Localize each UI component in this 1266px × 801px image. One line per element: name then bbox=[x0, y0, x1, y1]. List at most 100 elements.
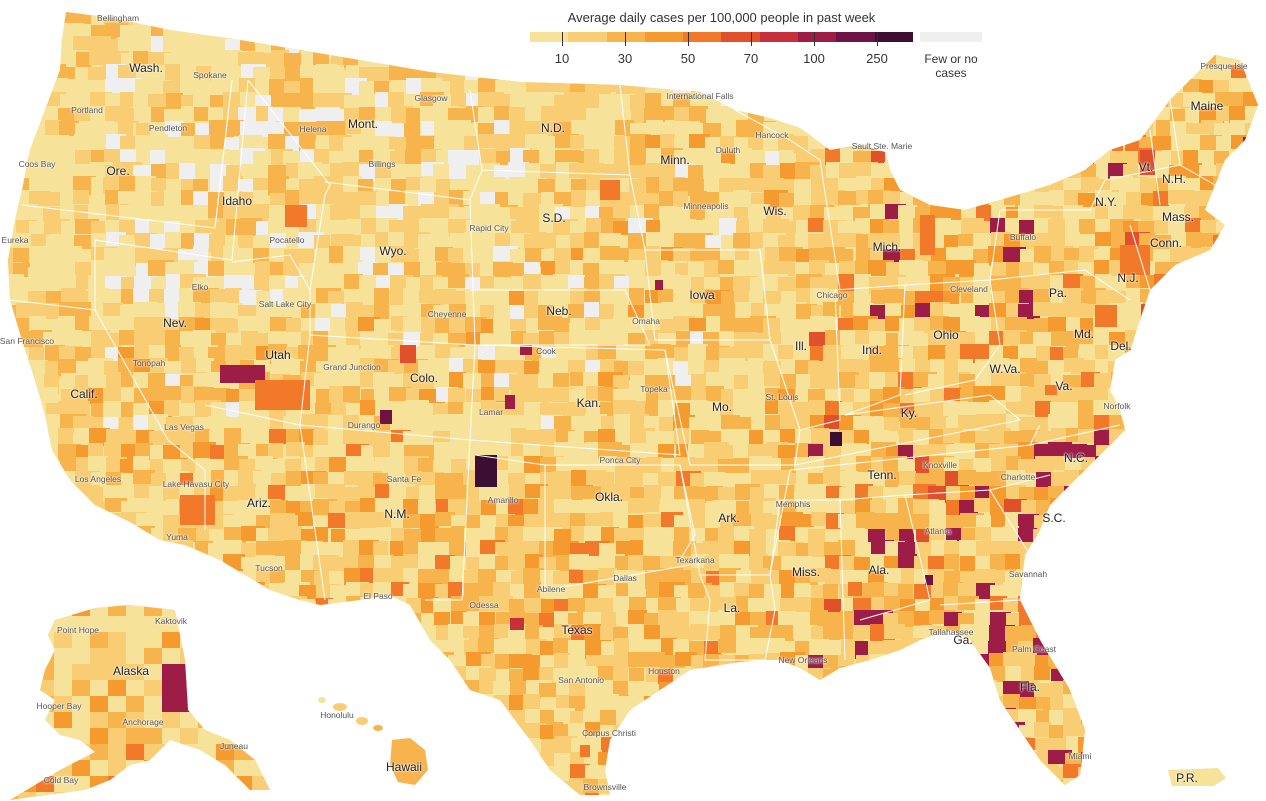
county-cell bbox=[133, 51, 148, 68]
county-cell bbox=[929, 753, 951, 767]
county-cell bbox=[706, 708, 722, 724]
county-cell bbox=[826, 122, 844, 136]
county-cell bbox=[15, 680, 30, 695]
county-cell bbox=[705, 207, 720, 221]
county-cell bbox=[916, 655, 942, 671]
county-cell bbox=[748, 737, 765, 752]
county-cell bbox=[271, 738, 288, 753]
county-cell bbox=[706, 780, 722, 795]
county-cell bbox=[868, 94, 891, 110]
county-cell bbox=[238, 107, 258, 121]
county-cell bbox=[30, 484, 47, 498]
county-cell bbox=[1125, 596, 1144, 612]
county-cell bbox=[793, 778, 814, 793]
county-cell bbox=[886, 654, 907, 669]
county-cell bbox=[1183, 163, 1202, 180]
county-cell bbox=[960, 681, 980, 698]
county-cell bbox=[46, 25, 61, 40]
county-cell bbox=[88, 569, 106, 586]
county-cell bbox=[764, 666, 783, 685]
county-cell bbox=[1111, 611, 1133, 629]
county-cell bbox=[239, 389, 256, 403]
county-cell bbox=[89, 554, 113, 571]
county-cell bbox=[856, 134, 874, 150]
county-cell bbox=[314, 176, 332, 193]
county-cell bbox=[1111, 792, 1127, 795]
county-cell bbox=[29, 472, 47, 487]
county-cell bbox=[899, 711, 918, 727]
county-cell bbox=[216, 680, 238, 700]
county-cell bbox=[613, 512, 628, 527]
county-cell bbox=[630, 795, 653, 801]
county-cell bbox=[658, 778, 676, 794]
county-cell bbox=[178, 569, 196, 587]
county-cell bbox=[749, 767, 764, 784]
county-cell bbox=[435, 358, 451, 372]
county-cell bbox=[8, 737, 16, 756]
county-cell bbox=[1183, 374, 1208, 393]
county-cell bbox=[990, 94, 1005, 108]
county-cell bbox=[284, 795, 304, 801]
county-cell bbox=[675, 708, 701, 724]
county-cell bbox=[315, 24, 335, 39]
county-cell bbox=[1141, 375, 1166, 394]
county-cell bbox=[508, 753, 527, 768]
county-cell bbox=[211, 584, 231, 600]
county-cell bbox=[119, 555, 138, 569]
county-cell bbox=[1109, 429, 1128, 447]
county-cell bbox=[419, 50, 436, 68]
county-cell bbox=[1126, 429, 1148, 446]
county-cell bbox=[1064, 795, 1088, 801]
county-cell bbox=[1036, 599, 1057, 618]
county-cell bbox=[298, 722, 317, 736]
county-cell bbox=[28, 641, 52, 658]
county-cell bbox=[252, 648, 270, 668]
county-cell bbox=[929, 165, 951, 179]
county-cell bbox=[1244, 318, 1258, 333]
county-cell bbox=[825, 148, 841, 165]
county-cell bbox=[1245, 288, 1258, 307]
county-cell bbox=[359, 695, 378, 712]
county-cell bbox=[929, 696, 951, 713]
county-cell bbox=[1140, 696, 1155, 715]
county-cell bbox=[330, 163, 346, 179]
county-cell bbox=[975, 164, 991, 178]
county-cell bbox=[1138, 417, 1160, 434]
county-cell bbox=[105, 794, 130, 795]
county-cell bbox=[1199, 682, 1216, 698]
county-cell bbox=[1018, 653, 1037, 667]
county-cell bbox=[1125, 666, 1144, 682]
county-cell bbox=[719, 500, 737, 515]
county-cell bbox=[1200, 25, 1226, 43]
county-cell bbox=[1154, 557, 1179, 573]
county-cell bbox=[1006, 262, 1021, 277]
county-cell bbox=[1184, 540, 1205, 558]
county-cell bbox=[946, 626, 962, 643]
county-cell bbox=[688, 682, 712, 701]
county-cell bbox=[448, 388, 465, 403]
county-cell bbox=[420, 722, 445, 736]
county-cell bbox=[1036, 584, 1053, 598]
county-cell bbox=[1261, 107, 1266, 124]
county-cell bbox=[1215, 543, 1230, 558]
county-cell bbox=[1141, 795, 1162, 801]
county-cell bbox=[241, 682, 258, 701]
county-cell bbox=[1019, 697, 1037, 711]
county-cell bbox=[825, 680, 844, 694]
county-cell bbox=[1185, 751, 1202, 767]
county-cell bbox=[916, 695, 936, 711]
county-cell bbox=[8, 484, 23, 500]
county-cell bbox=[630, 375, 645, 390]
county-cell bbox=[524, 739, 542, 757]
county-cell bbox=[1019, 134, 1044, 151]
county-cell bbox=[1261, 23, 1266, 41]
county-cell bbox=[8, 473, 13, 489]
county-cell bbox=[1110, 471, 1131, 490]
county-cell bbox=[706, 695, 728, 712]
county-cell bbox=[615, 766, 639, 785]
county-cell bbox=[870, 204, 888, 221]
county-cell bbox=[216, 664, 238, 684]
county-cell bbox=[1033, 778, 1055, 795]
county-cell bbox=[1096, 709, 1114, 724]
county-cell bbox=[855, 694, 880, 710]
